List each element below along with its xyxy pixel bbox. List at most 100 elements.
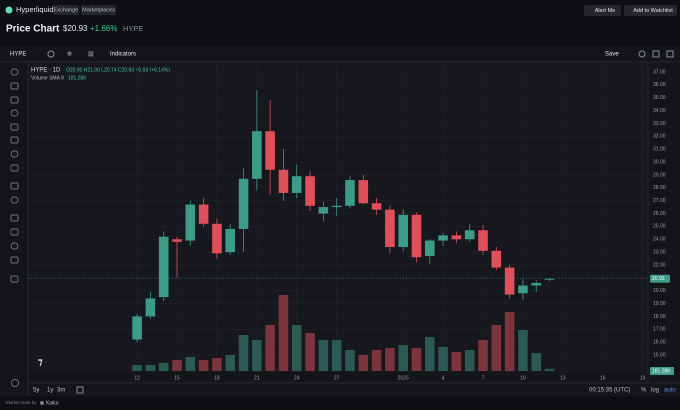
- button-label: Add to Watchlist: [633, 8, 673, 14]
- scale-mode[interactable]: %: [641, 388, 647, 394]
- plot-area: [28, 62, 648, 372]
- y-tick-label: 35.00: [653, 95, 666, 101]
- volume-bar: [305, 333, 315, 371]
- candle-body: [371, 203, 382, 210]
- button[interactable]: [584, 5, 621, 16]
- candle-body: [291, 176, 302, 193]
- icon[interactable]: [652, 50, 660, 58]
- candle-body: [478, 230, 488, 251]
- tool-icon: [10, 136, 19, 144]
- candle-body: [385, 209, 395, 247]
- icon[interactable]: [76, 386, 84, 394]
- heading: Price Chart: [6, 24, 60, 35]
- y-tick-label: 22.00: [653, 262, 666, 268]
- candle-body: [491, 250, 502, 268]
- volume-tag: [650, 367, 674, 375]
- button-label: Alert Me: [595, 8, 615, 14]
- x-tick-label: 12: [134, 375, 140, 381]
- change: +1.66%: [90, 24, 117, 33]
- y-tick-label: 32.00: [653, 134, 666, 140]
- volume-bar: [398, 345, 408, 371]
- last-price-label: 20.93: [652, 276, 665, 282]
- y-tick-label: 15.00: [653, 352, 666, 358]
- x-tick-label: 16: [600, 375, 606, 381]
- range[interactable]: 3m: [57, 388, 65, 394]
- y-tick-label: 18.00: [653, 314, 666, 320]
- tool-icon: [10, 182, 19, 190]
- tag-label: Exchange: [54, 7, 78, 13]
- candle-body: [518, 285, 528, 294]
- y-tick-label: 28.00: [653, 185, 666, 191]
- candle-body: [318, 207, 329, 214]
- volume-bar: [225, 355, 236, 371]
- volume-bar: [172, 360, 182, 371]
- x-tick-label: 27: [334, 375, 340, 381]
- candle-body: [331, 205, 342, 208]
- logo: [5, 6, 13, 14]
- candle-body: [198, 204, 209, 224]
- candle-body: [345, 180, 355, 206]
- button[interactable]: [624, 5, 677, 16]
- y-tick-label: 31.00: [653, 147, 666, 153]
- tool-icon: [10, 68, 19, 76]
- y-tick-label: 37.00: [653, 69, 666, 75]
- candle-body: [172, 239, 182, 242]
- icon[interactable]: [666, 50, 674, 58]
- x-tick-label: 19: [640, 375, 646, 381]
- volume-bar: [212, 358, 222, 371]
- y-tick-label: 25.00: [653, 224, 666, 230]
- icon[interactable]: [47, 50, 55, 58]
- volume-bar: [318, 340, 329, 371]
- icon[interactable]: ⊕: [67, 52, 72, 58]
- candle-body: [238, 178, 249, 229]
- volume-label: 181.28K: [652, 368, 671, 374]
- tool-icon: [10, 82, 19, 90]
- toolbar-symbol[interactable]: HYPE: [10, 52, 26, 58]
- scale-mode[interactable]: log: [651, 388, 659, 394]
- y-tick-label: 30.00: [653, 159, 666, 165]
- y-tick-label: 23.00: [653, 249, 666, 255]
- y-tick-label: 29.00: [653, 172, 666, 178]
- volume-bar: [345, 350, 355, 371]
- x-tick-label: 13: [560, 375, 566, 381]
- scale-mode[interactable]: auto: [664, 388, 676, 394]
- candle-body: [504, 267, 515, 295]
- save[interactable]: Save: [605, 52, 619, 58]
- volume-bar: [278, 295, 289, 371]
- y-tick-label: 17.00: [653, 327, 666, 333]
- tag[interactable]: [81, 5, 116, 15]
- volume-bar: [358, 355, 369, 371]
- volume-bar: [425, 337, 435, 371]
- y-tick-label: 20.00: [653, 288, 666, 294]
- candle-body: [305, 176, 315, 206]
- brand: Hyperliquid: [16, 5, 54, 14]
- range[interactable]: 5y: [33, 388, 39, 394]
- legend-volume-value: 181.28K: [68, 75, 87, 81]
- icon[interactable]: [638, 50, 646, 58]
- candle-body: [132, 316, 142, 340]
- y-tick-label: 36.00: [653, 82, 666, 88]
- x-tick-label: 10: [520, 375, 526, 381]
- volume-bar: [464, 350, 475, 371]
- tool-icon: [10, 228, 19, 236]
- x-tick-label: 15: [174, 375, 180, 381]
- tag-label: Marketplaces: [82, 7, 115, 13]
- tool-icon: [10, 96, 19, 104]
- volume-bar: [198, 360, 209, 371]
- tool-icon: [10, 109, 19, 117]
- volume-bar: [371, 350, 382, 371]
- tool-icon: [10, 196, 19, 204]
- tool-icon: [10, 150, 19, 158]
- icon[interactable]: ▥: [88, 52, 94, 58]
- tag[interactable]: [53, 5, 79, 15]
- range[interactable]: 1y: [47, 388, 53, 394]
- last-price-tag: [650, 274, 670, 283]
- y-tick-label: 16.00: [653, 339, 666, 345]
- volume-bar: [531, 353, 542, 371]
- y-tick-label: 33.00: [653, 121, 666, 127]
- volume-bar: [438, 347, 448, 371]
- indicators[interactable]: Indicators: [110, 52, 136, 58]
- candle-body: [464, 230, 475, 240]
- candle-body: [544, 278, 555, 280]
